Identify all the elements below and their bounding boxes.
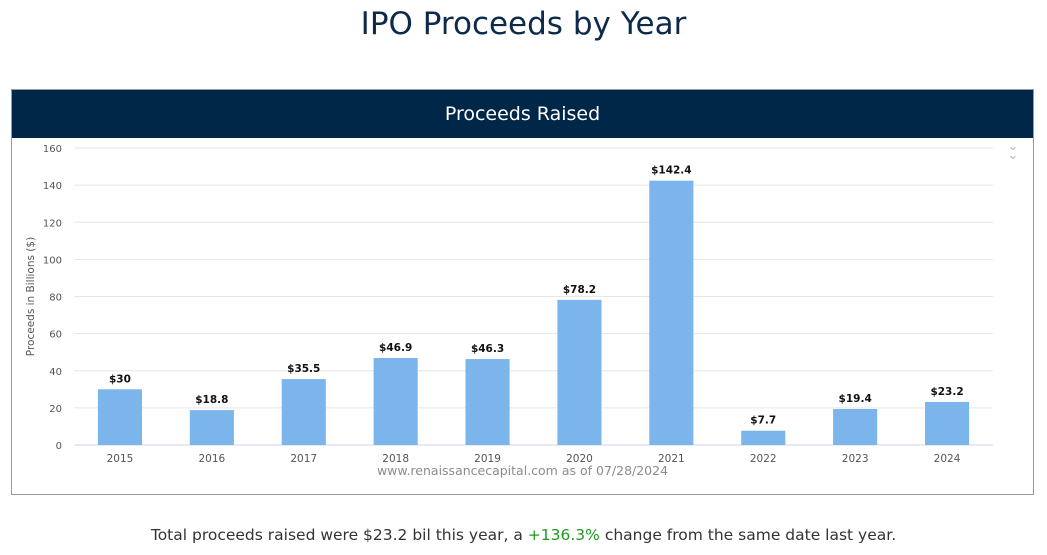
data-label: $23.2 [930, 386, 963, 398]
x-tick-label: 2015 [107, 453, 134, 465]
page-title: IPO Proceeds by Year [360, 6, 687, 42]
bar[interactable] [833, 408, 878, 445]
y-tick-label: 140 [43, 181, 62, 192]
y-tick-label: 40 [49, 367, 62, 378]
y-axis-title: Proceeds in Billions ($) [25, 237, 37, 356]
y-tick-label: 60 [49, 330, 62, 341]
bar[interactable] [649, 180, 694, 446]
x-tick-label: 2024 [934, 453, 961, 465]
x-tick-label: 2019 [474, 453, 501, 465]
data-label: $46.9 [379, 342, 412, 354]
bar[interactable] [189, 410, 234, 445]
x-tick-label: 2021 [658, 453, 685, 465]
data-label: $7.7 [750, 415, 776, 427]
y-tick-label: 100 [43, 255, 62, 266]
x-tick-label: 2020 [566, 453, 593, 465]
y-tick-label: 0 [56, 441, 62, 452]
x-tick-label: 2016 [198, 453, 225, 465]
bar-chart: 0 20 40 60 80 100 120 140 160 Proceeds in Billion… [25, 144, 993, 465]
data-label: $18.8 [195, 394, 228, 406]
chart-panel-header: Proceeds Raised [12, 90, 1033, 138]
y-tick-label: 160 [43, 144, 62, 155]
chart-panel: Proceeds Raised ⌄ ⌄ 0 20 40 60 80 100 120 140 160… [11, 89, 1034, 495]
y-tick-label: 80 [49, 293, 62, 304]
bar[interactable] [557, 299, 602, 445]
bar[interactable] [97, 389, 143, 445]
x-tick-label: 2017 [290, 453, 317, 465]
data-label: $30 [109, 373, 131, 385]
bar[interactable] [373, 357, 418, 445]
bar[interactable] [924, 401, 970, 445]
data-label: $46.3 [471, 343, 504, 355]
x-tick-label: 2022 [750, 453, 777, 465]
double-chevron-down-icon[interactable]: ⌄ ⌄ [1007, 139, 1019, 163]
summary-suffix: change from the same date last year. [599, 526, 897, 544]
x-tick-label: 2023 [842, 453, 869, 465]
data-label: $35.5 [287, 363, 320, 375]
bar[interactable] [281, 379, 326, 445]
y-tick-label: 20 [49, 404, 62, 415]
bar[interactable] [741, 430, 786, 445]
data-label: $78.2 [563, 284, 596, 296]
summary-change: +136.3% [527, 526, 600, 544]
summary-prefix: Total proceeds raised were $23.2 bil thi… [150, 526, 528, 544]
chart-credit[interactable]: www.renaissancecapital.com as of 07/28/2… [376, 463, 669, 478]
x-tick-label: 2018 [382, 453, 409, 465]
summary-text: Total proceeds raised were $23.2 bil thi… [0, 526, 1047, 544]
bar[interactable] [465, 359, 510, 445]
data-label: $19.4 [839, 393, 872, 405]
data-label: $142.4 [651, 165, 692, 177]
y-tick-label: 120 [43, 218, 62, 229]
